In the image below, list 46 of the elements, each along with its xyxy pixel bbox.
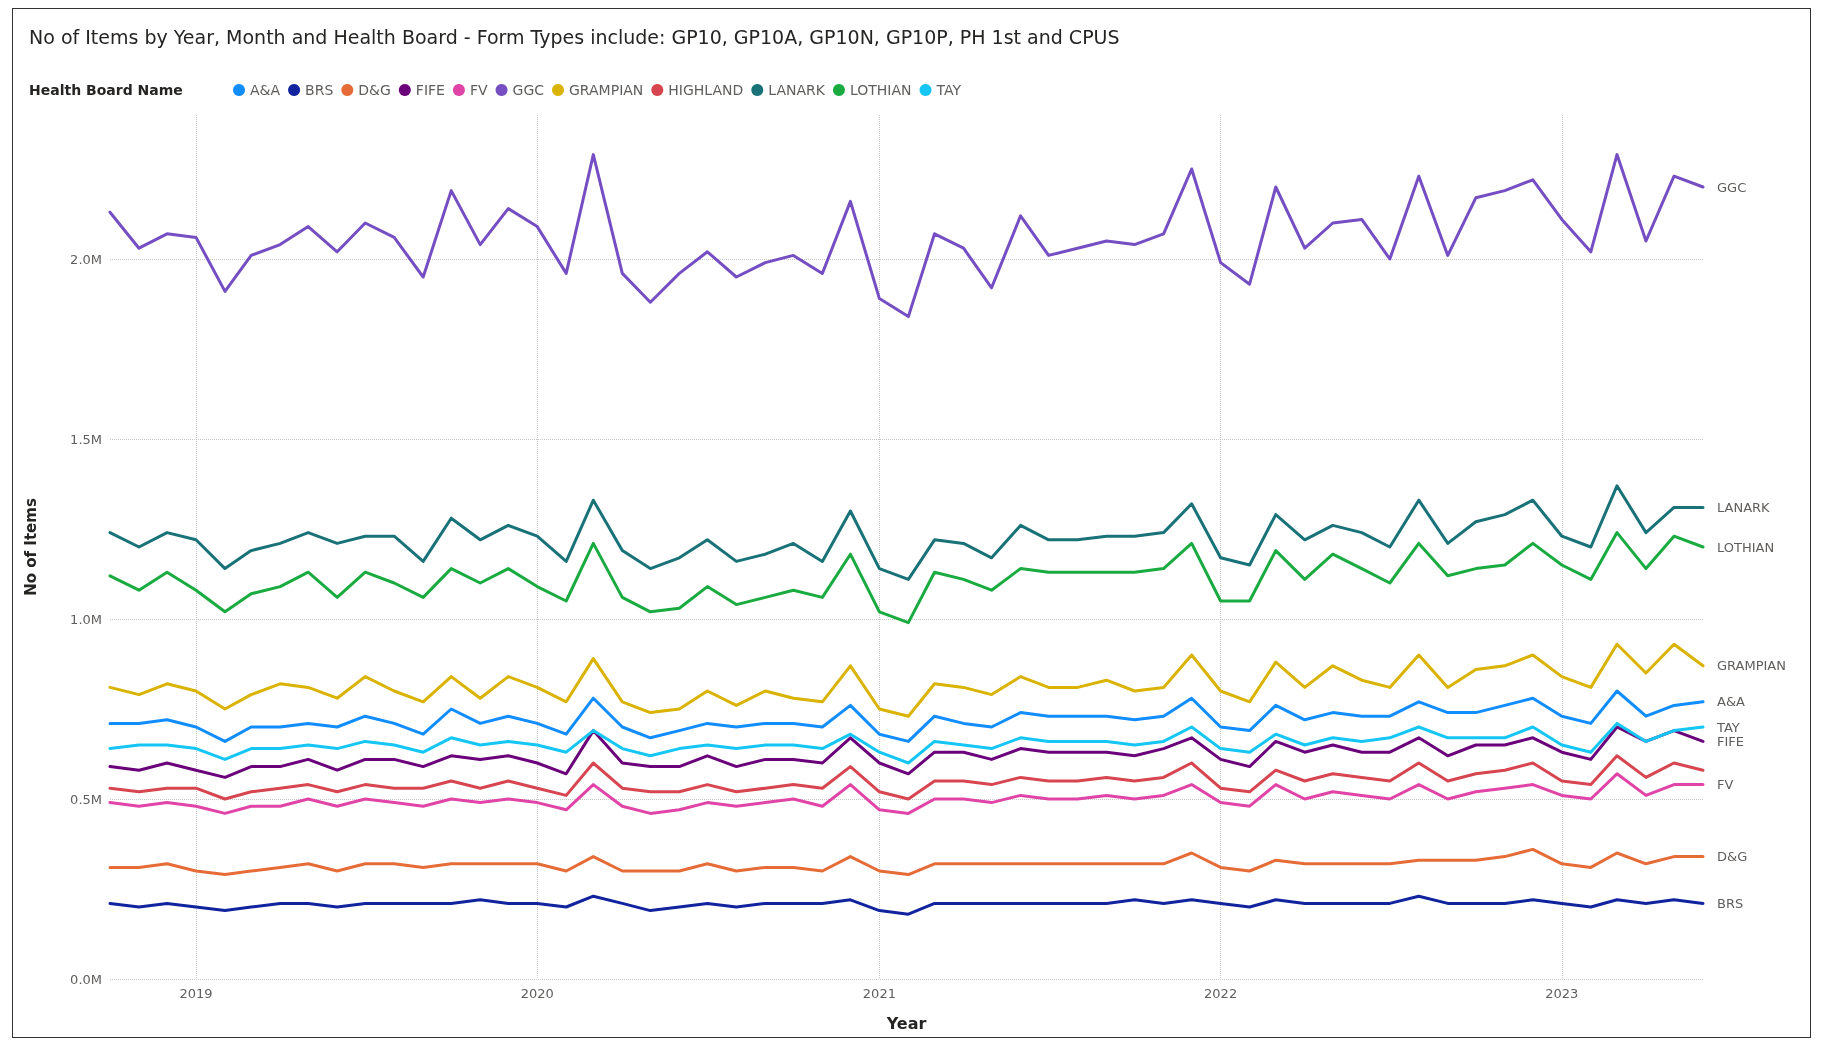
- line-series: [108, 847, 1705, 877]
- legend-title: Health Board Name: [29, 82, 183, 98]
- legend-label: FIFE: [415, 82, 445, 98]
- line-series: [108, 642, 1705, 718]
- line-series: [108, 754, 1705, 801]
- line-series: [108, 153, 1705, 319]
- annotation: GRAMPIAN: [1717, 658, 1786, 674]
- line-series: [108, 689, 1705, 743]
- legend-label: A&A: [250, 82, 281, 98]
- annotation: A&A: [1717, 694, 1746, 710]
- x-tick-label: 2023: [1545, 986, 1579, 1001]
- y-tick-label: 2.0M: [70, 251, 102, 267]
- legend-label: FV: [469, 82, 488, 98]
- line-series: [108, 721, 1705, 765]
- annotation: LANARK: [1717, 499, 1771, 515]
- x-tick-label: 2022: [1204, 986, 1238, 1001]
- y-tick-label: 0.0M: [70, 971, 102, 987]
- annotation: BRS: [1717, 895, 1744, 911]
- legend-label: TAY: [935, 82, 962, 98]
- line-series: [108, 484, 1705, 581]
- annotation: FIFE: [1717, 733, 1745, 749]
- x-tick-label: 2020: [520, 986, 554, 1001]
- legend-label: BRS: [305, 82, 334, 98]
- line-series: [108, 725, 1705, 779]
- line-series: [108, 772, 1705, 815]
- y-tick-label: 1.0M: [70, 611, 102, 627]
- line-series: [108, 531, 1705, 625]
- annotation: GGC: [1717, 179, 1747, 195]
- legend-label: LOTHIAN: [849, 82, 912, 98]
- legend-label: GGC: [512, 82, 545, 98]
- x-axis-title: Year: [885, 1013, 927, 1033]
- legend-label: LANARK: [768, 82, 826, 98]
- legend-label: D&G: [358, 82, 391, 98]
- chart-title: No of Items by Year, Month and Health Board - Form Types include: GP10, GP10A, GP10N, GP10P, PH 1st and CPUS: [29, 25, 1120, 48]
- legend-label: GRAMPIAN: [569, 82, 644, 98]
- x-tick-label: 2019: [179, 986, 213, 1001]
- line-series: [108, 894, 1705, 916]
- y-tick-label: 0.5M: [70, 791, 102, 807]
- annotation: TAY: [1716, 719, 1740, 735]
- annotation: FV: [1717, 777, 1734, 793]
- annotation: LOTHIAN: [1717, 539, 1775, 555]
- y-tick-label: 1.5M: [70, 431, 102, 447]
- x-tick-label: 2021: [862, 986, 896, 1001]
- legend-label: HIGHLAND: [668, 82, 744, 98]
- annotation: D&G: [1717, 849, 1748, 865]
- y-axis-title: No of Items: [21, 498, 40, 596]
